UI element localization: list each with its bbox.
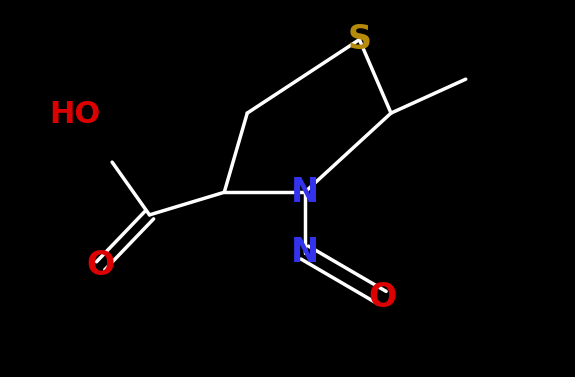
Text: S: S [347, 23, 371, 56]
Text: O: O [368, 281, 397, 314]
Text: N: N [291, 236, 319, 269]
Text: N: N [291, 176, 319, 209]
Text: O: O [86, 249, 115, 282]
Text: HO: HO [49, 101, 101, 129]
